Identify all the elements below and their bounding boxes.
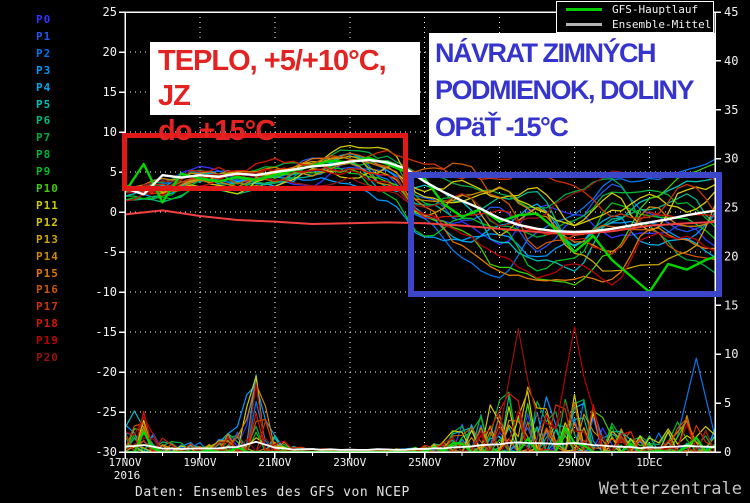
cold-period-highlight-rect — [408, 172, 722, 297]
x-tick-label-17NOV: 17NOV — [108, 456, 141, 469]
y-right-tick-label-20: 20 — [724, 249, 738, 263]
member-temp-line-P19 — [125, 168, 715, 286]
x-tick-label-1DEC: 1DEC — [636, 456, 663, 469]
y-left-tick-label-5: 5 — [110, 165, 117, 179]
legend-label-ensemble-mean: Ensemble-Mittel — [612, 18, 712, 31]
cold-annotation-line2: PODMIENOK, DOLINY — [435, 75, 695, 105]
member-precip-line-P14 — [125, 383, 715, 452]
data-source-credit: Daten: Ensembles des GFS von NCEP — [135, 485, 410, 500]
y-right-tick-label-30: 30 — [724, 152, 738, 166]
member-label-P9: P9 — [36, 165, 52, 179]
y-left-tick-label-25: 25 — [103, 5, 117, 19]
member-label-P0: P0 — [36, 13, 52, 26]
y-left-tick-label--15: -15 — [95, 325, 117, 339]
y-left-tick-label--25: -25 — [95, 405, 117, 419]
member-label-P7: P7 — [36, 131, 52, 145]
member-label-P14: P14 — [36, 249, 59, 263]
ensemble-mean-precip-line — [125, 440, 715, 451]
member-label-column: P0 P1 P2 P3 P4 P5 P6 P7 P8 P9 P10 P11 P12 P13 P14 P15 P1… — [0, 0, 70, 370]
member-label-P12: P12 — [36, 215, 59, 229]
y-left-tick-label-10: 10 — [103, 125, 117, 139]
cold-period-annotation: NÁVRAT ZIMNÝCH PODMIENOK, DOLINY OPäŤ -1… — [429, 33, 715, 146]
y-left-tick-label-20: 20 — [103, 45, 117, 59]
cold-annotation-line1: NÁVRAT ZIMNÝCH — [435, 38, 656, 68]
y-right-tick-label-35: 35 — [724, 103, 738, 117]
ensemble-mean-line-sample — [566, 23, 602, 26]
warm-annotation-line2: do +15°C — [158, 115, 276, 147]
legend-label-main-run: GFS-Hauptlauf — [612, 3, 699, 16]
chart-legend: GFS-Hauptlauf Ensemble-Mittel — [556, 1, 714, 33]
member-label-P4: P4 — [36, 80, 52, 94]
x-tick-label-19NOV: 19NOV — [183, 456, 216, 469]
y-right-tick-label-25: 25 — [724, 201, 738, 215]
member-label-P10: P10 — [36, 182, 59, 195]
member-temp-line-P18 — [125, 157, 715, 255]
y-right-tick-label-45: 45 — [724, 5, 738, 19]
member-label-P3: P3 — [36, 63, 52, 77]
member-temp-line-P15 — [125, 156, 715, 283]
y-left-tick-label--20: -20 — [95, 365, 117, 379]
member-label-P18: P18 — [36, 317, 59, 331]
member-label-P16: P16 — [36, 283, 59, 297]
y-left-tick-label--10: -10 — [95, 285, 117, 299]
ensemble-mean-line — [125, 158, 715, 234]
y-left-tick-label--5: -5 — [103, 245, 117, 259]
x-tick-label-21NOV: 21NOV — [258, 456, 291, 469]
axes: 2520151050-5-10-15-20-25-304540353025201… — [95, 5, 738, 482]
data-lines — [125, 144, 715, 452]
y-right-tick-label-40: 40 — [724, 54, 738, 68]
x-axis-year-label: 2016 — [114, 469, 141, 482]
y-right-tick-label-5: 5 — [724, 396, 731, 410]
y-right-tick-label-10: 10 — [724, 347, 738, 361]
member-label-P20: P20 — [36, 351, 59, 364]
x-tick-label-27NOV: 27NOV — [483, 456, 516, 469]
member-label-P2: P2 — [36, 46, 52, 60]
member-label-P5: P5 — [36, 97, 52, 111]
main-run-line-sample — [566, 8, 602, 11]
y-right-tick-label-15: 15 — [724, 298, 738, 312]
member-temp-line-P2 — [125, 153, 715, 279]
member-label-P1: P1 — [36, 29, 52, 43]
x-tick-label-29NOV: 29NOV — [558, 456, 591, 469]
red-reference-line — [125, 209, 715, 236]
x-tick-label-25NOV: 25NOV — [408, 456, 441, 469]
member-label-P13: P13 — [36, 232, 59, 246]
member-temp-line-P5 — [125, 162, 715, 272]
x-tick-label-23NOV: 23NOV — [333, 456, 366, 469]
warm-period-annotation: TEPLO, +5/+10°C, JZ do +15°C — [150, 42, 420, 147]
main-run-line — [125, 156, 715, 294]
y-right-tick-label-0: 0 — [724, 445, 731, 459]
legend-row-ensemble-mean: Ensemble-Mittel — [557, 17, 713, 32]
member-label-P6: P6 — [36, 114, 52, 128]
y-left-tick-label-0: 0 — [110, 205, 117, 219]
member-label-P17: P17 — [36, 300, 59, 314]
member-label-P8: P8 — [36, 148, 52, 162]
cold-annotation-line3: OPäŤ -15°C — [435, 112, 569, 142]
member-label-P19: P19 — [36, 334, 59, 348]
member-precip-line-P6 — [125, 394, 715, 452]
member-label-P15: P15 — [36, 266, 59, 280]
member-label-P11: P11 — [36, 198, 59, 212]
wetterzentrale-brand: Wetterzentrale — [598, 479, 742, 499]
y-left-tick-label--30: -30 — [95, 445, 117, 459]
y-left-tick-label-15: 15 — [103, 85, 117, 99]
warm-period-highlight-rect — [122, 133, 408, 191]
legend-row-main-run: GFS-Hauptlauf — [557, 2, 713, 17]
warm-annotation-line1: TEPLO, +5/+10°C, JZ — [158, 45, 387, 112]
